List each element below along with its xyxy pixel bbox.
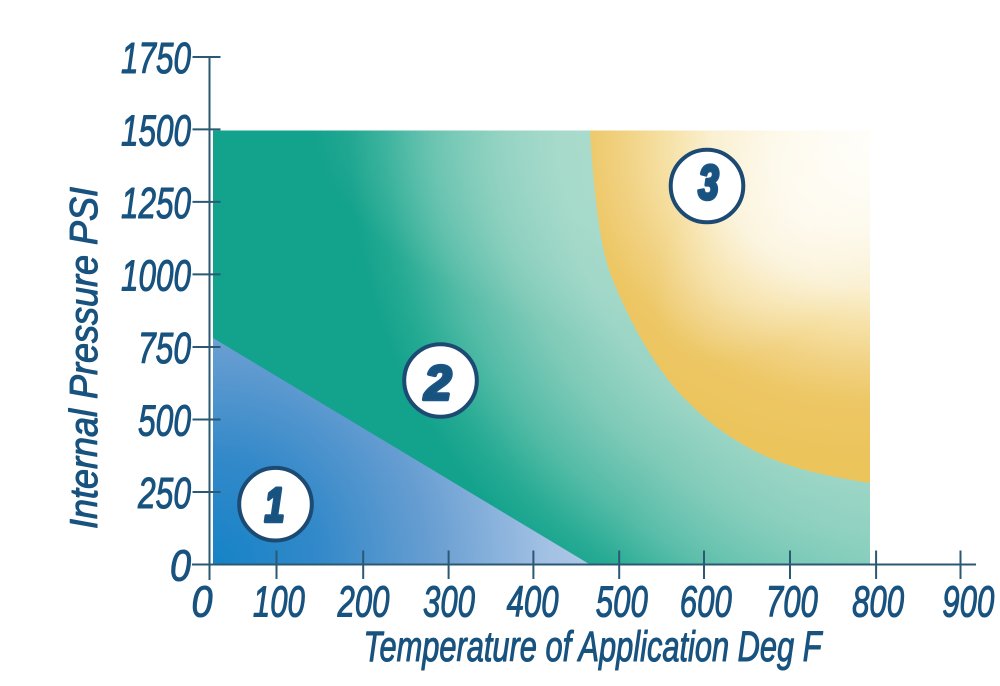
svg-text:200: 200 (337, 578, 390, 627)
svg-text:400: 400 (507, 578, 559, 627)
svg-text:2: 2 (423, 358, 451, 411)
svg-text:100: 100 (253, 578, 305, 627)
svg-text:Internal Pressure PSI: Internal Pressure PSI (63, 187, 106, 529)
svg-text:750: 750 (138, 324, 191, 373)
svg-text:1250: 1250 (121, 179, 191, 228)
svg-text:300: 300 (423, 578, 475, 627)
svg-text:0: 0 (192, 578, 213, 627)
svg-text:500: 500 (138, 397, 191, 446)
svg-text:700: 700 (766, 578, 818, 627)
svg-text:0: 0 (170, 542, 191, 591)
svg-text:600: 600 (680, 578, 732, 627)
svg-text:800: 800 (852, 578, 904, 627)
svg-text:1750: 1750 (121, 34, 191, 83)
svg-text:1500: 1500 (121, 106, 191, 155)
svg-text:500: 500 (596, 578, 648, 627)
svg-text:1000: 1000 (121, 251, 191, 300)
svg-text:1: 1 (265, 480, 285, 533)
svg-text:900: 900 (942, 578, 994, 627)
svg-text:3: 3 (698, 157, 719, 210)
svg-text:Temperature of Application Deg: Temperature of Application Deg F (364, 623, 824, 671)
svg-text:250: 250 (137, 469, 191, 518)
